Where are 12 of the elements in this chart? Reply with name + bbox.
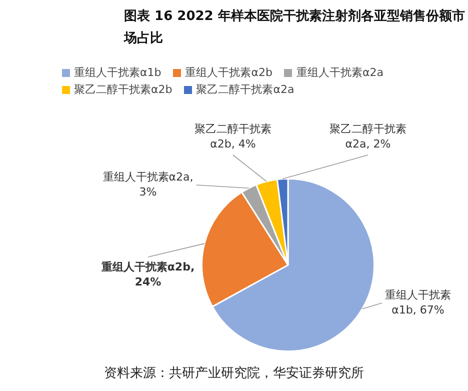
legend-label: 聚乙二醇干扰素α2a [196, 82, 294, 98]
chart-title: 图表 16 2022 年样本医院干扰素注射剂各亚型销售份额市场占比 [124, 8, 466, 48]
legend-label: 聚乙二醇干扰素α2b [74, 82, 172, 98]
text: 资料来源：共研产业研究院，华安证券研究所 [103, 365, 365, 382]
data-label: 重组人干扰素α1b, 67% [385, 288, 451, 316]
data-label: 重组人干扰素α2a, 3% [102, 170, 194, 198]
data-label: 聚乙二醇干扰素α2b, 4% [194, 122, 272, 150]
legend-label: 重组人干扰素α1b [74, 65, 162, 81]
legend-label: 重组人干扰素α2a [296, 65, 384, 81]
data-label: 聚乙二醇干扰素α2a, 2% [330, 122, 406, 150]
legend-label: 重组人干扰素α2b [185, 65, 272, 81]
data-label: 重组人干扰素α2b, 24% [100, 260, 195, 288]
